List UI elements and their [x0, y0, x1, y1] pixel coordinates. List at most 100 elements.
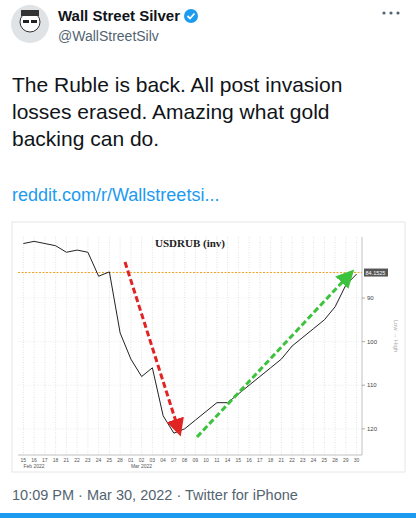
menu-dot — [382, 11, 385, 14]
y-tick-label: 90 — [367, 295, 374, 301]
x-tick-label: 07 — [171, 457, 177, 463]
tweet-text: backing can do. — [12, 127, 159, 150]
grid-line-x — [206, 237, 207, 455]
x-tick-label: 22 — [74, 457, 80, 463]
menu-dot — [396, 11, 399, 14]
grid-line-x — [313, 237, 314, 455]
x-tick-label: 28 — [332, 457, 338, 463]
green-arrow — [197, 276, 348, 437]
y-axis-label: Low → High — [393, 320, 399, 353]
y-tick — [362, 385, 365, 386]
y-tick-label: 100 — [367, 339, 378, 345]
x-tick-label: 16 — [246, 457, 252, 463]
x-tick-label: 10 — [203, 457, 209, 463]
x-tick-label: 11 — [214, 457, 219, 463]
x-axis-line — [18, 455, 362, 456]
series-line — [23, 241, 356, 433]
avatar-glasses — [31, 20, 37, 23]
grid-line-y — [18, 341, 362, 342]
grid-line-x — [141, 237, 142, 455]
tweet-link[interactable]: reddit.com/r/Wallstreetsi... — [12, 185, 219, 205]
x-group-label: Feb 2022 — [23, 463, 44, 469]
grid-line-x — [270, 237, 271, 455]
avatar-bg — [11, 5, 49, 43]
author-name[interactable]: Wall Street Silver — [58, 7, 180, 24]
x-tick-label: 29 — [343, 457, 349, 463]
x-tick-label: 24 — [96, 457, 102, 463]
x-tick-label: 28 — [117, 457, 123, 463]
avatar-hat — [21, 10, 39, 16]
x-tick-label: 24 — [311, 457, 317, 463]
grid-line-x — [120, 237, 121, 455]
reference-label: 84.1525 — [366, 270, 386, 276]
menu-dot — [389, 11, 392, 14]
avatar[interactable] — [11, 5, 49, 43]
grid-line-x — [152, 237, 153, 455]
grid-line-x — [130, 237, 131, 455]
grid-line-x — [66, 237, 67, 455]
y-tick — [362, 298, 365, 299]
grid-line-x — [216, 237, 217, 455]
grid-line-x — [335, 237, 336, 455]
tweet-screenshot: Wall Street Silver @WallStreetSilv The Rub… — [0, 0, 416, 520]
menu-button[interactable] — [382, 11, 399, 14]
grid-line-x — [281, 237, 282, 455]
grid-line-x — [23, 237, 24, 455]
x-tick-label: 23 — [85, 457, 91, 463]
y-axis-line — [362, 237, 363, 455]
reference-line — [18, 272, 362, 273]
chart-title: USDRUB (inv) — [155, 237, 225, 250]
tweet-footer: 10:09 PM · Mar 30, 2022 · Twitter for iP… — [12, 487, 298, 503]
badge-circle — [184, 9, 198, 23]
author-handle[interactable]: @WallStreetSilv — [58, 28, 159, 44]
bottom-bar — [0, 513, 416, 518]
x-tick-label: 04 — [160, 457, 166, 463]
grid-line-x — [302, 237, 303, 455]
grid-line-x — [55, 237, 56, 455]
grid-line-x — [87, 237, 88, 455]
chart: USDRUB (inv)90100110120Low → High1516171… — [18, 237, 399, 469]
x-tick-label: 25 — [322, 457, 328, 463]
x-tick-label: 18 — [268, 457, 274, 463]
grid-line-x — [173, 237, 174, 455]
verified-badge — [184, 9, 198, 23]
x-tick-label: 25 — [107, 457, 113, 463]
background — [0, 0, 416, 520]
grid-line-x — [238, 237, 239, 455]
x-tick-label: 14 — [225, 457, 231, 463]
grid-line-y — [18, 385, 362, 386]
grid-line-x — [184, 237, 185, 455]
tweet-text: losses erased. Amazing what gold — [12, 100, 330, 123]
grid-line-x — [356, 237, 357, 455]
x-tick-label: 18 — [53, 457, 59, 463]
badge-check — [188, 14, 195, 19]
grid-line-x — [77, 237, 78, 455]
x-tick-label: 15 — [236, 457, 242, 463]
grid-line-x — [44, 237, 45, 455]
x-tick-label: 21 — [279, 457, 285, 463]
x-tick-label: 09 — [193, 457, 199, 463]
x-tick-label: 23 — [300, 457, 306, 463]
plot-area — [18, 241, 362, 433]
avatar-glasses — [23, 20, 29, 23]
grid-line-x — [195, 237, 196, 455]
grid-line-x — [109, 237, 110, 455]
x-tick-label: 08 — [182, 457, 188, 463]
x-group-label: Mar 2022 — [131, 463, 152, 469]
grid-line-y — [18, 298, 362, 299]
grid-line-x — [163, 237, 164, 455]
y-tick-label: 120 — [367, 426, 378, 432]
grid-line-x — [324, 237, 325, 455]
grid-line-x — [34, 237, 35, 455]
grid-line-x — [345, 237, 346, 455]
x-tick-label: 21 — [64, 457, 70, 463]
x-tick-label: 30 — [354, 457, 360, 463]
grid-line-x — [98, 237, 99, 455]
red-arrow — [125, 262, 178, 428]
x-tick-label: 17 — [257, 457, 263, 463]
grid-line-x — [249, 237, 250, 455]
tweet-text: The Ruble is back. All post invasion — [12, 73, 342, 96]
grid-line-x — [259, 237, 260, 455]
y-tick — [362, 341, 365, 342]
grid-line-x — [227, 237, 228, 455]
